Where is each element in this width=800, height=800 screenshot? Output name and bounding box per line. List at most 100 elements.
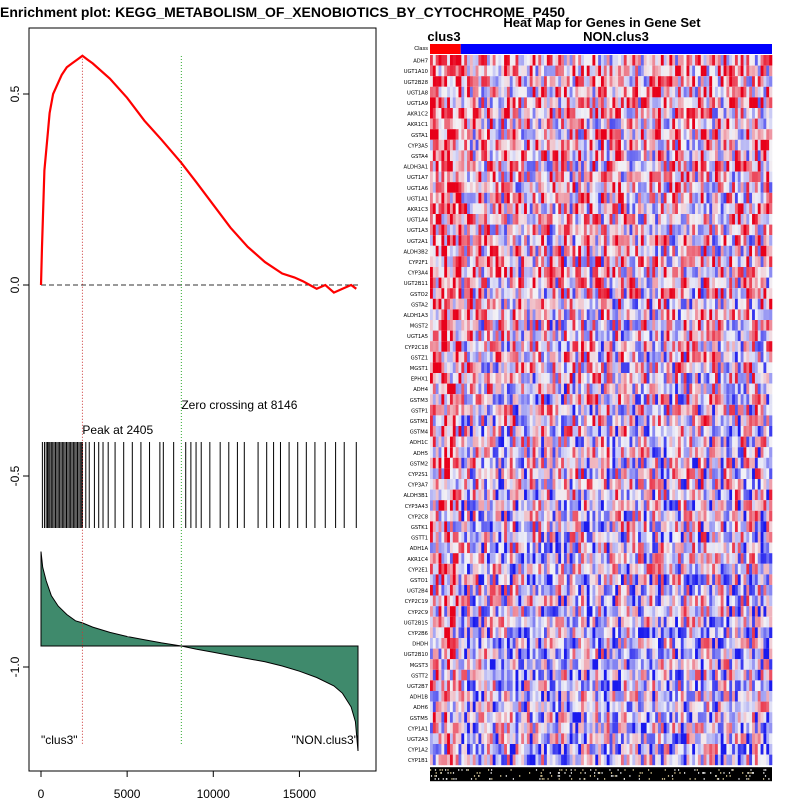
- heat-cell: [715, 203, 719, 214]
- heat-cell: [535, 415, 539, 426]
- heat-cell: [601, 224, 605, 236]
- heat-cell: [529, 298, 533, 310]
- heat-cell: [686, 415, 690, 426]
- heat-cell: [663, 457, 667, 469]
- heat-cell: [455, 139, 459, 151]
- heat-cell: [692, 129, 696, 140]
- heat-cell: [504, 108, 508, 119]
- heat-cell: [469, 245, 474, 257]
- heat-cell: [703, 457, 707, 469]
- heat-cell: [512, 373, 516, 384]
- heat-cell: [612, 330, 616, 342]
- heat-cell: [546, 277, 550, 289]
- heat-cell: [737, 97, 741, 108]
- heat-cell: [512, 108, 516, 119]
- heat-cell: [766, 245, 770, 257]
- heat-cell: [441, 479, 445, 490]
- heat-cell: [763, 182, 767, 193]
- heat-cell: [441, 373, 445, 384]
- heat-cell: [763, 245, 767, 257]
- heat-cell: [438, 161, 442, 172]
- heat-cell: [544, 447, 548, 458]
- heat-cell: [620, 298, 625, 310]
- heat-cell: [769, 288, 773, 299]
- heat-cell: [506, 182, 511, 193]
- heat-cell: [660, 468, 664, 479]
- heat-cell: [598, 224, 602, 236]
- heat-cell: [635, 108, 639, 119]
- heat-cell: [686, 245, 690, 257]
- heat-cell: [467, 55, 471, 66]
- heat-cell: [518, 235, 522, 246]
- heat-cell: [623, 203, 627, 214]
- heat-cell: [546, 203, 550, 214]
- heat-cell: [555, 97, 559, 108]
- heat-cell: [489, 76, 493, 87]
- heat-cell: [692, 320, 696, 331]
- heat-cell: [743, 256, 747, 267]
- heat-cell: [478, 118, 482, 130]
- heat-cell: [612, 320, 616, 331]
- heat-cell: [601, 362, 605, 373]
- heat-cell: [518, 182, 522, 193]
- heat-cell: [455, 256, 459, 267]
- heat-cell: [589, 309, 593, 320]
- heat-cell: [732, 320, 736, 331]
- heat-cell: [506, 447, 511, 458]
- heat-cell: [700, 245, 704, 257]
- heat-cell: [532, 161, 536, 172]
- heat-cell: [618, 383, 622, 395]
- heat-cell: [432, 267, 436, 278]
- heat-cell: [669, 298, 673, 310]
- heat-cell: [754, 245, 759, 257]
- heat-cell: [717, 65, 721, 77]
- heat-cell: [592, 383, 596, 395]
- heat-cell: [692, 362, 696, 373]
- heat-cell: [492, 182, 496, 193]
- heat-cell: [680, 394, 684, 405]
- heat-cell: [697, 457, 702, 469]
- heat-cell: [444, 235, 448, 246]
- heat-cell: [435, 457, 439, 469]
- heat-cell: [487, 203, 491, 214]
- heat-cell: [512, 320, 516, 331]
- heat-cell: [660, 415, 664, 426]
- heat-cell: [578, 383, 582, 395]
- heat-cell: [532, 404, 536, 416]
- heat-cell: [646, 192, 650, 204]
- heat-cell: [618, 97, 622, 108]
- heat-cell: [766, 362, 770, 373]
- heat-cell: [683, 86, 687, 98]
- heat-cell: [521, 171, 525, 183]
- heat-cell: [709, 161, 713, 172]
- heat-cell: [489, 256, 493, 267]
- heat-cell: [646, 373, 650, 384]
- heat-cell: [495, 65, 499, 77]
- heat-cell: [441, 97, 445, 108]
- heat-cell: [752, 341, 756, 352]
- heat-cell: [658, 55, 662, 66]
- heat-cell: [615, 341, 619, 352]
- heat-cell: [561, 192, 565, 204]
- heat-cell: [441, 108, 445, 119]
- heat-cell: [697, 351, 702, 363]
- heat-cell: [512, 479, 516, 490]
- heat-cell: [592, 447, 596, 458]
- heat-cell: [658, 256, 662, 267]
- heat-cell: [478, 224, 482, 236]
- heat-cell: [660, 203, 664, 214]
- heat-cell: [435, 383, 439, 395]
- heat-cell: [467, 224, 471, 236]
- heat-cell: [566, 479, 570, 490]
- heat-cell: [572, 97, 576, 108]
- heat-cell: [612, 373, 616, 384]
- heat-cell: [518, 330, 522, 342]
- heat-cell: [552, 404, 556, 416]
- heat-cell: [737, 320, 741, 331]
- heat-cell: [618, 171, 622, 183]
- heat-cell: [544, 479, 548, 490]
- heat-cell: [538, 383, 542, 395]
- heat-cell: [506, 404, 511, 416]
- heat-cell: [449, 182, 454, 193]
- heat-cell: [467, 192, 471, 204]
